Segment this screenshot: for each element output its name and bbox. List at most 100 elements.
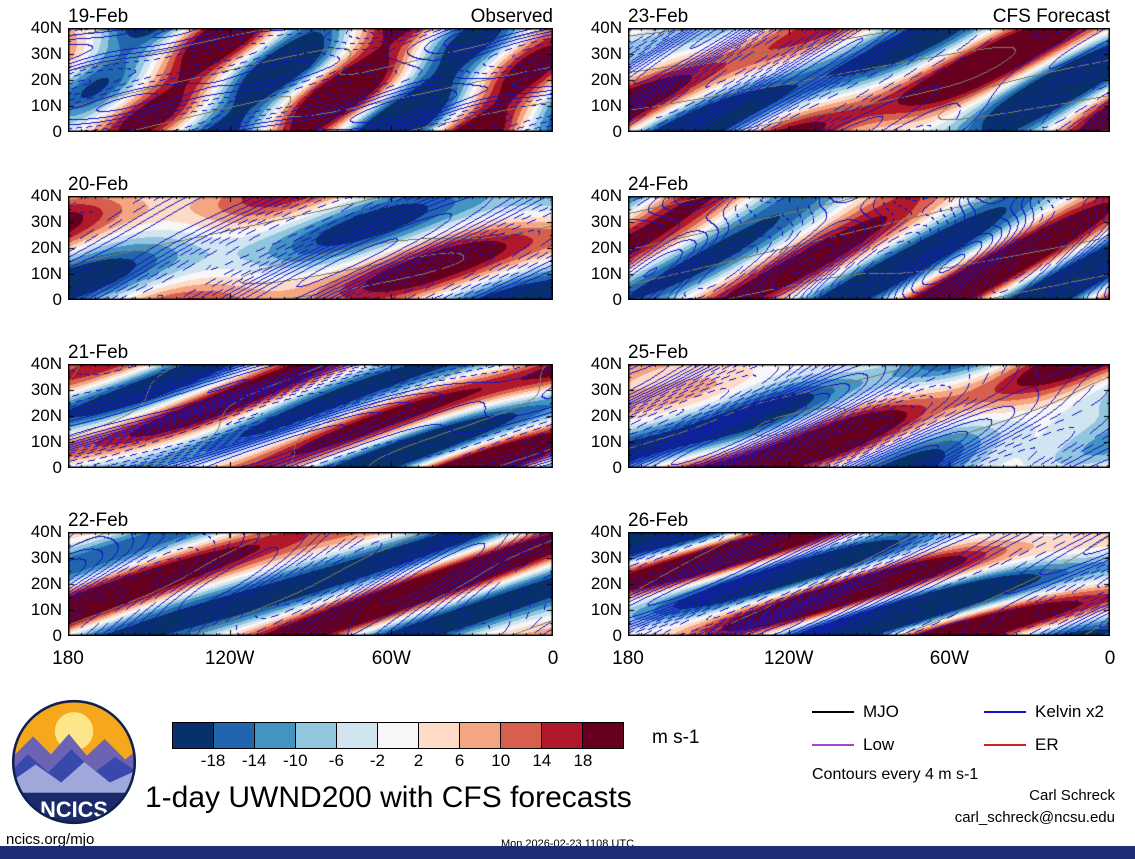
panel-map-area: 40N 30N 20N 10N 0 — [591, 187, 1110, 309]
colorbar-tick-label: 6 — [454, 751, 465, 770]
colorbar-tick-label: -6 — [328, 751, 344, 770]
colorbar-swatch — [214, 723, 255, 748]
lat-tick-label: 40N — [30, 18, 62, 37]
lat-tick-label: 20N — [590, 574, 622, 593]
legend-item-mjo: MJO — [812, 702, 984, 722]
lat-tick-label: 10N — [30, 432, 62, 451]
legend-label-er: ER — [1035, 735, 1059, 754]
lat-tick-label: 20N — [30, 70, 62, 89]
colorbar-swatch — [419, 723, 460, 748]
panel-date-label: 25-Feb — [628, 342, 689, 363]
lon-tick-label: 180 — [612, 648, 644, 669]
panel-23-feb: 23-Feb CFS Forecast 40N 30N 20N 10N 0 — [582, 4, 1110, 141]
map-canvas — [68, 196, 553, 300]
panel-date-label: 26-Feb — [628, 510, 689, 531]
colorbar-swatch — [296, 723, 337, 748]
map-canvas — [68, 532, 553, 636]
panel-map-area: 40N 30N 20N 10N 0 — [591, 19, 1110, 141]
lon-tick-label: 60W — [929, 648, 969, 669]
panel-map-area: 40N 30N 20N 10N 0 — [591, 355, 1110, 477]
panel-date-label: 23-Feb — [628, 6, 689, 27]
colorbar-unit-label: m s-1 — [652, 727, 700, 748]
figure-title: 1-day UWND200 with CFS forecasts — [145, 781, 632, 814]
lat-tick-label: 30N — [30, 548, 62, 567]
panel-21-feb: 21-Feb 40N 30N 20N 10N 0 — [22, 340, 553, 477]
column-header-cfs-forecast: CFS Forecast — [992, 6, 1110, 27]
legend: MJO Kelvin x2 Low ER — [812, 702, 1104, 755]
lat-tick-label: 20N — [30, 406, 62, 425]
lat-tick-label: 30N — [590, 548, 622, 567]
panel-map-area: 40N 30N 20N 10N 0 — [591, 523, 1110, 645]
lat-tick-label: 40N — [590, 522, 622, 541]
lat-tick-label: 10N — [590, 600, 622, 619]
map-canvas — [628, 532, 1110, 636]
colorbar-swatches — [172, 722, 624, 749]
panel-25-feb: 25-Feb 40N 30N 20N 10N 0 — [582, 340, 1110, 477]
colorbar-tick-label: -18 — [200, 751, 226, 770]
map-canvas — [628, 364, 1110, 468]
lat-tick-label: 20N — [590, 238, 622, 257]
colorbar-swatch — [173, 723, 214, 748]
legend-item-kelvin: Kelvin x2 — [984, 702, 1104, 722]
lat-tick-label: 0 — [52, 458, 62, 477]
lat-tick-label: 40N — [590, 18, 622, 37]
legend-label-mjo: MJO — [863, 702, 899, 721]
panel-label-row: 22-Feb — [68, 508, 553, 532]
lon-tick-label: 120W — [763, 648, 814, 669]
lat-tick-label: 40N — [590, 186, 622, 205]
mjo-line-sample — [812, 711, 854, 713]
panel-label-row: 24-Feb — [628, 172, 1110, 196]
legend-label-kelvin: Kelvin x2 — [1035, 702, 1104, 721]
lat-tick-label: 30N — [590, 212, 622, 231]
map-canvas — [628, 196, 1110, 300]
colorbar-tick-label: 2 — [413, 751, 424, 770]
lat-tick-label: 30N — [590, 380, 622, 399]
cfs-forecast-column: 23-Feb CFS Forecast 40N 30N 20N 10N 0 24-Feb… — [582, 4, 1115, 672]
panel-date-label: 22-Feb — [68, 510, 129, 531]
lat-tick-label: 40N — [30, 354, 62, 373]
panel-22-feb: 22-Feb 40N 30N 20N 10N 0 — [22, 508, 553, 645]
lat-tick-label: 0 — [612, 458, 622, 477]
lat-tick-label: 20N — [590, 70, 622, 89]
lat-tick-label: 0 — [612, 122, 622, 141]
panel-26-feb: 26-Feb 40N 30N 20N 10N 0 — [582, 508, 1110, 645]
lon-axis-observed: 180 120W 60W 0 — [52, 644, 558, 672]
lat-tick-label: 30N — [30, 212, 62, 231]
panel-map-area: 40N 30N 20N 10N 0 — [31, 523, 553, 645]
panel-20-feb: 20-Feb 40N 30N 20N 10N 0 — [22, 172, 553, 309]
colorbar-swatch — [542, 723, 583, 748]
lon-tick-label: 180 — [52, 648, 84, 669]
panel-map-area: 40N 30N 20N 10N 0 — [31, 355, 553, 477]
panel-label-row: 26-Feb — [628, 508, 1110, 532]
map-canvas — [68, 364, 553, 468]
lat-tick-label: 20N — [30, 574, 62, 593]
lat-tick-label: 20N — [30, 238, 62, 257]
panel-label-row: 25-Feb — [628, 340, 1110, 364]
lat-tick-label: 10N — [30, 600, 62, 619]
panel-24-feb: 24-Feb 40N 30N 20N 10N 0 — [582, 172, 1110, 309]
colorbar: -18 -14 -10 -6 -2 2 6 10 14 18 — [172, 722, 624, 771]
low-line-sample — [812, 744, 854, 746]
lat-tick-label: 10N — [590, 432, 622, 451]
er-line-sample — [984, 744, 1026, 746]
bottom-bar — [0, 846, 1135, 859]
lat-tick-label: 10N — [590, 264, 622, 283]
lat-tick-label: 40N — [590, 354, 622, 373]
legend-item-low: Low — [812, 735, 984, 755]
panel-19-feb: 19-Feb Observed 40N 30N 20N 10N 0 — [22, 4, 553, 141]
panel-date-label: 21-Feb — [68, 342, 129, 363]
panel-map-area: 40N 30N 20N 10N 0 — [31, 19, 553, 141]
lat-tick-label: 30N — [590, 44, 622, 63]
lat-tick-label: 0 — [52, 290, 62, 309]
site-url: ncics.org/mjo — [6, 831, 95, 848]
colorbar-tick-label: 14 — [532, 751, 552, 770]
colorbar-swatch — [501, 723, 542, 748]
colorbar-swatch — [460, 723, 501, 748]
lat-tick-label: 40N — [30, 186, 62, 205]
lon-tick-label: 60W — [371, 648, 411, 669]
colorbar-tick-label: 18 — [573, 751, 593, 770]
panel-map-area: 40N 30N 20N 10N 0 — [31, 187, 553, 309]
lat-tick-label: 0 — [52, 626, 62, 645]
colorbar-tick-label: 10 — [491, 751, 511, 770]
